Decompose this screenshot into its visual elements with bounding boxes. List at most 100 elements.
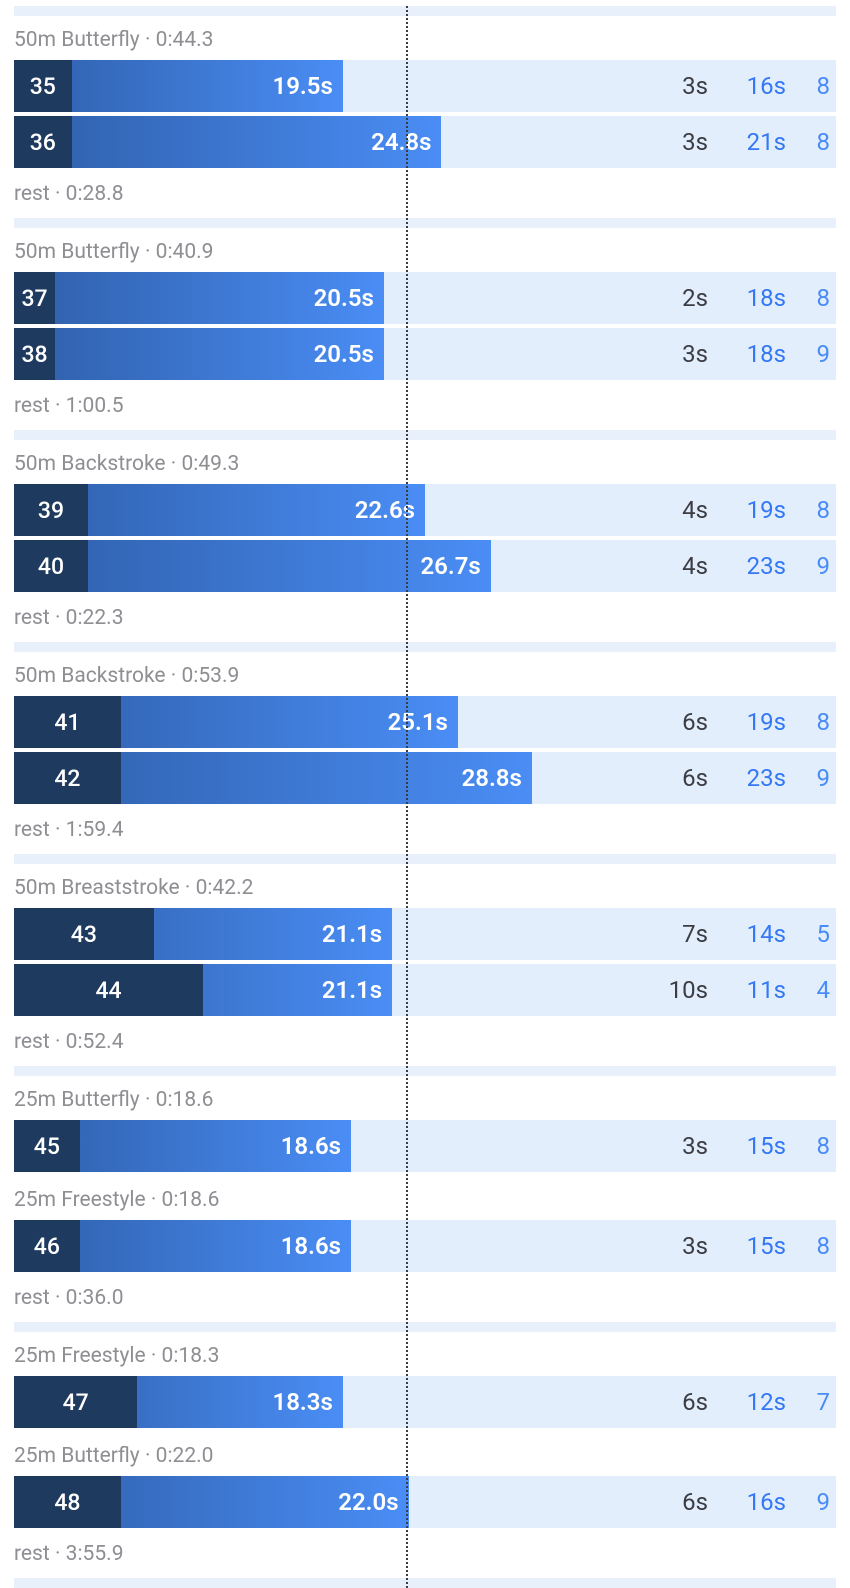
lap-stat-1: 3s — [636, 72, 708, 100]
spacer — [14, 218, 836, 228]
rest-label: rest · 0:52.4 — [14, 1020, 836, 1060]
lap-stat-1: 7s — [636, 920, 708, 948]
lap-stat-3: 7 — [786, 1388, 836, 1416]
lap-time: 18.6s — [281, 1232, 341, 1260]
lap-row[interactable]: 3922.6s4s19s8 — [14, 484, 836, 536]
lap-time: 20.5s — [314, 340, 374, 368]
lap-stat-3: 8 — [786, 708, 836, 736]
spacer — [14, 1578, 836, 1588]
lap-row[interactable]: 45 18.6s 3s15s8 — [14, 1120, 836, 1172]
spacer — [14, 854, 836, 864]
lap-number: 48 — [14, 1476, 121, 1528]
rest-label: rest · 1:00.5 — [14, 384, 836, 424]
rest-label: rest · 0:36.0 — [14, 1276, 836, 1316]
lap-stat-1: 3s — [636, 1132, 708, 1160]
lap-stat-2: 23s — [708, 552, 786, 580]
lap-number: 43 — [14, 908, 154, 960]
lap-stat-2: 19s — [708, 708, 786, 736]
lap-row[interactable]: 41 25.1s 6s19s8 — [14, 696, 836, 748]
lap-time: 24.8s — [371, 128, 431, 156]
lap-stat-3: 5 — [786, 920, 836, 948]
lap-stat-1: 6s — [636, 764, 708, 792]
lap-stat-1: 3s — [636, 128, 708, 156]
lap-row[interactable]: 4228.8s6s23s9 — [14, 752, 836, 804]
section-header: 50m Butterfly · 0:40.9 — [14, 228, 836, 272]
lap-stat-1: 6s — [636, 1488, 708, 1516]
lap-number: 38 — [14, 328, 55, 380]
lap-stat-2: 21s — [708, 128, 786, 156]
lap-row[interactable]: 3519.5s3s16s8 — [14, 60, 836, 112]
lap-stat-2: 16s — [708, 1488, 786, 1516]
lap-stat-3: 9 — [786, 764, 836, 792]
lap-row[interactable]: 44 21.1s 10s11s4 — [14, 964, 836, 1016]
lap-stat-3: 8 — [786, 72, 836, 100]
section-header: 25m Butterfly · 0:18.6 — [14, 1076, 836, 1120]
lap-stat-2: 15s — [708, 1232, 786, 1260]
lap-time: 26.7s — [420, 552, 480, 580]
lap-time: 20.5s — [314, 284, 374, 312]
lap-stat-3: 8 — [786, 1232, 836, 1260]
lap-stats: 7s14s5 — [636, 908, 836, 960]
lap-time: 18.6s — [281, 1132, 341, 1160]
lap-stat-2: 18s — [708, 340, 786, 368]
lap-row[interactable]: 38 20.5s 3s18s9 — [14, 328, 836, 380]
lap-row[interactable]: 43 21.1s 7s14s5 — [14, 908, 836, 960]
lap-number: 44 — [14, 964, 203, 1016]
lap-stat-2: 12s — [708, 1388, 786, 1416]
lap-number: 37 — [14, 272, 55, 324]
lap-bar: 20.5s — [14, 328, 384, 380]
lap-bar: 24.8s — [14, 116, 441, 168]
lap-stats: 6s19s8 — [636, 696, 836, 748]
lap-time: 22.6s — [355, 496, 415, 524]
spacer — [14, 6, 836, 16]
spacer — [14, 430, 836, 440]
lap-stat-2: 23s — [708, 764, 786, 792]
lap-stats: 4s23s9 — [636, 540, 836, 592]
lap-number: 46 — [14, 1220, 80, 1272]
lap-stats: 3s21s8 — [636, 116, 836, 168]
section-header: 50m Backstroke · 0:53.9 — [14, 652, 836, 696]
lap-stat-3: 8 — [786, 1132, 836, 1160]
lap-stat-2: 14s — [708, 920, 786, 948]
lap-stat-3: 8 — [786, 128, 836, 156]
lap-stat-3: 9 — [786, 340, 836, 368]
section-header: 25m Butterfly · 0:22.0 — [14, 1432, 836, 1476]
lap-stat-3: 8 — [786, 284, 836, 312]
lap-number: 45 — [14, 1120, 80, 1172]
lap-time: 18.3s — [273, 1388, 333, 1416]
lap-stat-2: 16s — [708, 72, 786, 100]
lap-stats: 2s18s8 — [636, 272, 836, 324]
lap-time: 22.0s — [338, 1488, 398, 1516]
lap-number: 36 — [14, 116, 72, 168]
lap-number: 42 — [14, 752, 121, 804]
rest-label: rest · 3:55.9 — [14, 1532, 836, 1572]
lap-stats: 3s15s8 — [636, 1120, 836, 1172]
lap-number: 41 — [14, 696, 121, 748]
lap-time: 19.5s — [273, 72, 333, 100]
lap-row[interactable]: 37 20.5s 2s18s8 — [14, 272, 836, 324]
lap-stat-3: 8 — [786, 496, 836, 524]
lap-stats: 10s11s4 — [636, 964, 836, 1016]
lap-row[interactable]: 4618.6s3s15s8 — [14, 1220, 836, 1272]
section-header: 25m Freestyle · 0:18.6 — [14, 1176, 836, 1220]
section-header: 25m Freestyle · 0:18.3 — [14, 1332, 836, 1376]
lap-number: 40 — [14, 540, 88, 592]
lap-row[interactable]: 36 24.8s 3s21s8 — [14, 116, 836, 168]
lap-list: 50m Butterfly · 0:44.33519.5s3s16s83624.… — [0, 6, 850, 1588]
lap-row[interactable]: 4718.3s6s12s7 — [14, 1376, 836, 1428]
section-header: 50m Breaststroke · 0:42.2 — [14, 864, 836, 908]
lap-stat-2: 18s — [708, 284, 786, 312]
lap-stats: 3s18s9 — [636, 328, 836, 380]
lap-time: 21.1s — [322, 920, 382, 948]
lap-number: 39 — [14, 484, 88, 536]
lap-stats: 3s16s8 — [636, 60, 836, 112]
section-header: 50m Backstroke · 0:49.3 — [14, 440, 836, 484]
lap-stat-1: 10s — [636, 976, 708, 1004]
lap-row[interactable]: 40 26.7s 4s23s9 — [14, 540, 836, 592]
lap-time: 25.1s — [388, 708, 448, 736]
lap-time: 21.1s — [322, 976, 382, 1004]
lap-bar: 20.5s — [14, 272, 384, 324]
spacer — [14, 1322, 836, 1332]
rest-label: rest · 0:28.8 — [14, 172, 836, 212]
lap-row[interactable]: 4822.0s6s16s9 — [14, 1476, 836, 1528]
